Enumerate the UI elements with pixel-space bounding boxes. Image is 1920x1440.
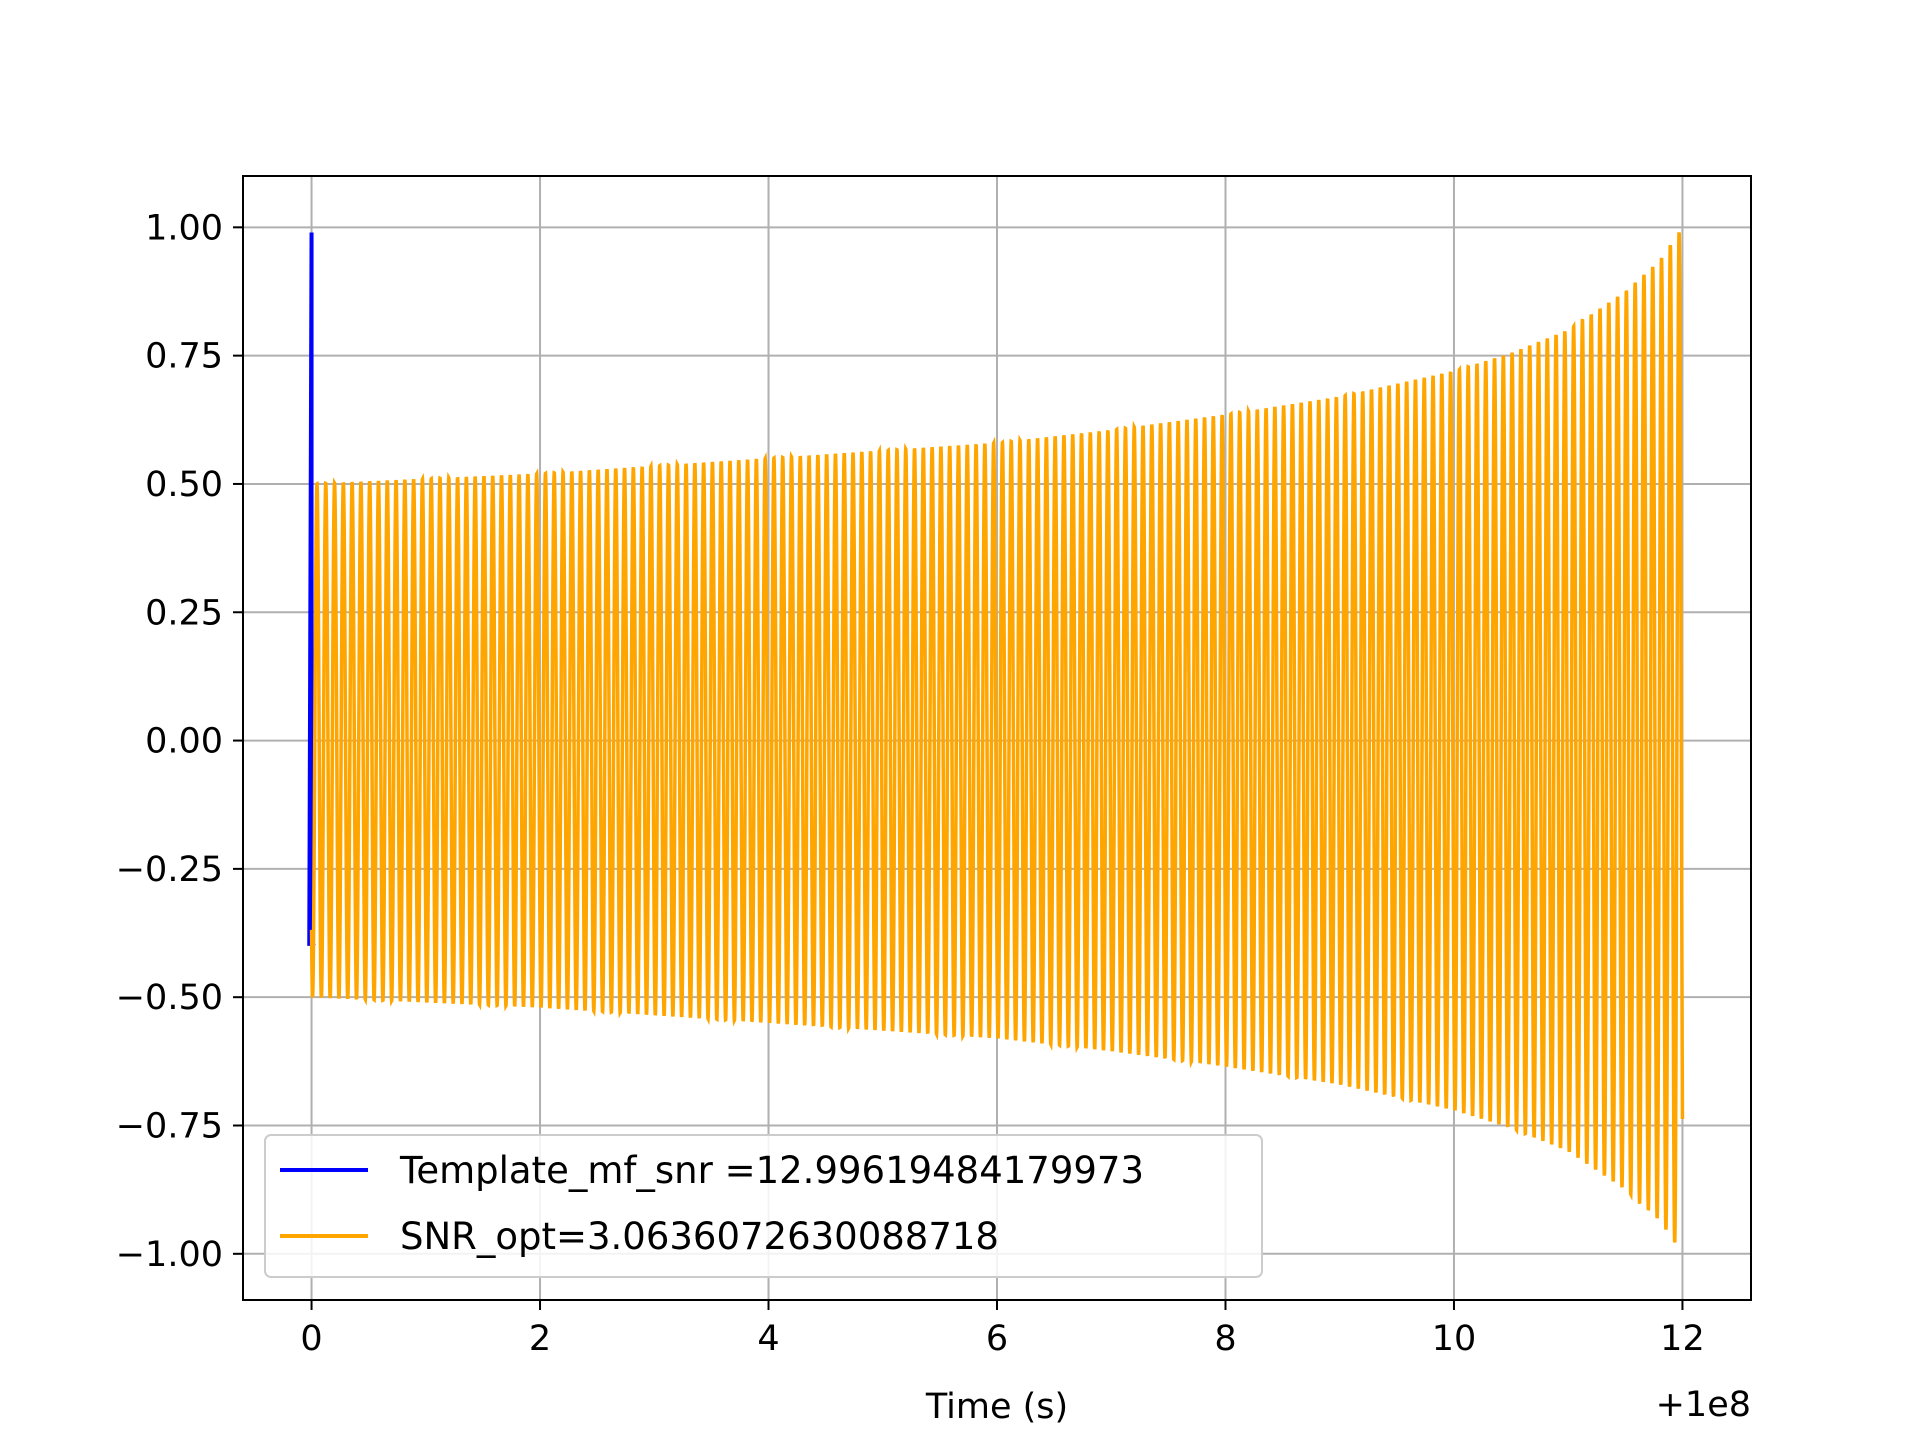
legend-entry-label: SNR_opt=3.0636072630088718 <box>400 1215 999 1258</box>
x-tick-label: 10 <box>1432 1319 1477 1359</box>
x-axis: 0 2 4 6 8 10 12 <box>300 1300 1705 1359</box>
x-tick-label: 2 <box>529 1319 551 1359</box>
x-tick-label: 12 <box>1660 1319 1705 1359</box>
plot-area <box>307 232 1685 1243</box>
x-tick-label: 0 <box>300 1319 322 1359</box>
y-tick-label: −1.00 <box>116 1235 223 1275</box>
y-tick-label: −0.50 <box>116 978 223 1018</box>
y-tick-label: 0.50 <box>145 465 223 505</box>
x-tick-label: 4 <box>757 1319 779 1359</box>
y-tick-label: 1.00 <box>145 208 223 248</box>
y-axis: 1.00 0.75 0.50 0.25 0.00 −0.25 −0.50 −0.75 −1.00 <box>116 208 243 1275</box>
y-tick-label: 0.00 <box>145 722 223 762</box>
series-snr-opt-line <box>309 232 1685 1243</box>
x-axis-offset-label: +1e8 <box>1656 1385 1751 1425</box>
x-axis-label: Time (s) <box>925 1387 1068 1427</box>
y-tick-label: 0.75 <box>145 337 223 377</box>
legend-box <box>264 1134 1263 1278</box>
y-tick-label: −0.25 <box>116 850 223 890</box>
y-tick-label: 0.25 <box>145 593 223 633</box>
legend: Template_mf_snr =12.99619484179973 SNR_op… <box>264 1134 1263 1278</box>
y-tick-label: −0.75 <box>116 1106 223 1146</box>
x-tick-label: 6 <box>986 1319 1008 1359</box>
legend-entry-label: Template_mf_snr =12.99619484179973 <box>399 1149 1144 1192</box>
x-tick-label: 8 <box>1214 1319 1236 1359</box>
